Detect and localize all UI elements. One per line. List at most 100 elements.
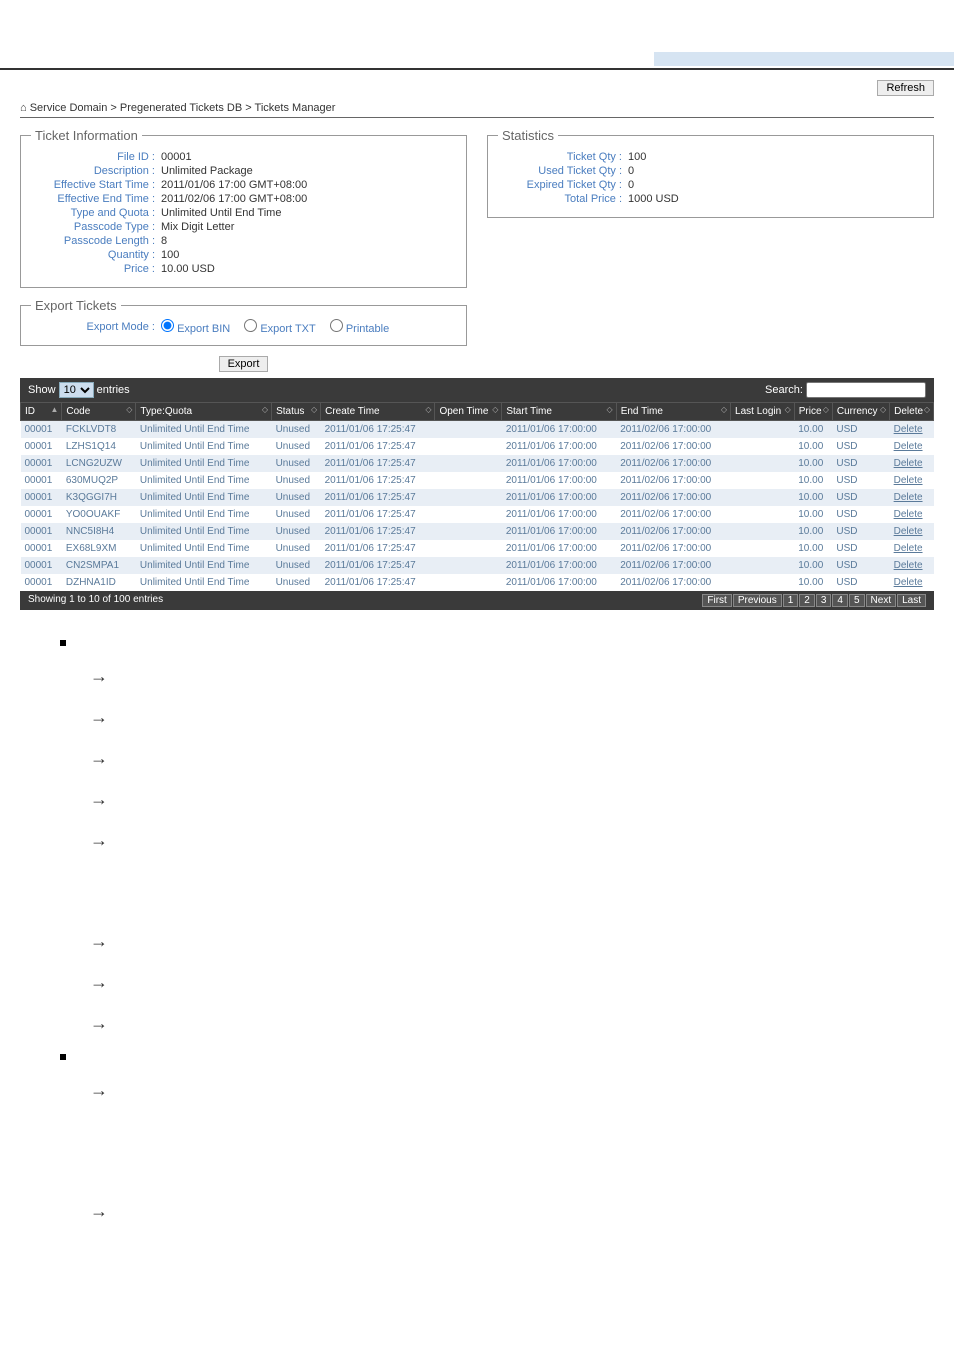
pager-button[interactable]: 5: [849, 594, 865, 607]
cell: Unlimited Until End Time: [136, 557, 272, 574]
cell: [435, 421, 502, 439]
arrow-icon: →: [90, 1201, 934, 1222]
delete-link[interactable]: Delete: [890, 557, 934, 574]
cell: 10.00: [794, 421, 832, 439]
export-printable-option[interactable]: Printable: [330, 319, 389, 335]
cell: CN2SMPA1: [62, 557, 136, 574]
cell: 10.00: [794, 489, 832, 506]
info-value: 10.00 USD: [161, 263, 215, 275]
cell: [435, 438, 502, 455]
info-value: 2011/01/06 17:00 GMT+08:00: [161, 179, 307, 191]
cell: Unlimited Until End Time: [136, 540, 272, 557]
col-header[interactable]: Start Time◇: [502, 403, 616, 421]
arrow-icon: →: [90, 931, 934, 952]
search-input[interactable]: [806, 382, 926, 398]
info-label: Description :: [31, 165, 161, 177]
delete-link[interactable]: Delete: [890, 472, 934, 489]
arrow-icon: →: [90, 830, 934, 851]
ticket-info-legend: Ticket Information: [31, 128, 142, 143]
cell: USD: [832, 472, 889, 489]
col-header[interactable]: Status◇: [272, 403, 321, 421]
cell: 630MUQ2P: [62, 472, 136, 489]
delete-link[interactable]: Delete: [890, 421, 934, 439]
cell: Unlimited Until End Time: [136, 455, 272, 472]
breadcrumb-item: Tickets Manager: [255, 102, 336, 114]
cell: 2011/02/06 17:00:00: [616, 557, 730, 574]
square-bullet-icon: [60, 1054, 66, 1060]
pager-button[interactable]: 4: [832, 594, 848, 607]
pager-button[interactable]: First: [702, 594, 731, 607]
table-row: 00001DZHNA1IDUnlimited Until End TimeUnu…: [21, 574, 934, 591]
pager-button[interactable]: 3: [816, 594, 832, 607]
pager-button[interactable]: Previous: [733, 594, 782, 607]
cell: 00001: [21, 540, 62, 557]
cell: 2011/02/06 17:00:00: [616, 421, 730, 439]
cell: 2011/02/06 17:00:00: [616, 574, 730, 591]
cell: 10.00: [794, 438, 832, 455]
breadcrumb-item[interactable]: Pregenerated Tickets DB: [120, 102, 242, 114]
cell: [731, 489, 795, 506]
table-row: 00001EX68L9XMUnlimited Until End TimeUnu…: [21, 540, 934, 557]
export-button[interactable]: Export: [219, 356, 269, 372]
cell: 2011/01/06 17:00:00: [502, 506, 616, 523]
info-value: 2011/02/06 17:00 GMT+08:00: [161, 193, 307, 205]
cell: 2011/01/06 17:25:47: [321, 472, 435, 489]
col-header[interactable]: Currency◇: [832, 403, 889, 421]
col-header[interactable]: Delete◇: [890, 403, 934, 421]
cell: USD: [832, 557, 889, 574]
pager-button[interactable]: Last: [897, 594, 926, 607]
pager-button[interactable]: 2: [799, 594, 815, 607]
refresh-button[interactable]: Refresh: [877, 80, 934, 96]
cell: K3QGGI7H: [62, 489, 136, 506]
cell: [435, 455, 502, 472]
cell: USD: [832, 489, 889, 506]
table-row: 00001LZHS1Q14Unlimited Until End TimeUnu…: [21, 438, 934, 455]
col-header[interactable]: Code◇: [62, 403, 136, 421]
cell: 2011/01/06 17:25:47: [321, 557, 435, 574]
stat-label: Total Price :: [498, 193, 628, 205]
export-bin-option[interactable]: Export BIN: [161, 319, 230, 335]
pager-button[interactable]: Next: [866, 594, 897, 607]
delete-link[interactable]: Delete: [890, 574, 934, 591]
cell: 2011/01/06 17:00:00: [502, 540, 616, 557]
col-header[interactable]: Open Time◇: [435, 403, 502, 421]
cell: [435, 472, 502, 489]
arrow-icon: →: [90, 972, 934, 993]
stat-label: Used Ticket Qty :: [498, 165, 628, 177]
cell: [731, 421, 795, 439]
breadcrumb-item[interactable]: Service Domain: [30, 102, 108, 114]
export-txt-option[interactable]: Export TXT: [244, 319, 316, 335]
arrow-icon: →: [90, 666, 934, 687]
cell: 2011/02/06 17:00:00: [616, 489, 730, 506]
col-header[interactable]: Create Time◇: [321, 403, 435, 421]
info-value: 8: [161, 235, 167, 247]
pager-button[interactable]: 1: [783, 594, 799, 607]
cell: [731, 455, 795, 472]
delete-link[interactable]: Delete: [890, 506, 934, 523]
entries-select[interactable]: 10: [59, 382, 94, 398]
cell: 10.00: [794, 472, 832, 489]
delete-link[interactable]: Delete: [890, 523, 934, 540]
delete-link[interactable]: Delete: [890, 540, 934, 557]
col-header[interactable]: Last Login◇: [731, 403, 795, 421]
cell: 2011/01/06 17:00:00: [502, 421, 616, 439]
cell: 2011/02/06 17:00:00: [616, 540, 730, 557]
cell: Unused: [272, 523, 321, 540]
delete-link[interactable]: Delete: [890, 489, 934, 506]
info-label: Passcode Length :: [31, 235, 161, 247]
cell: 00001: [21, 574, 62, 591]
cell: [435, 506, 502, 523]
delete-link[interactable]: Delete: [890, 455, 934, 472]
home-icon[interactable]: ⌂: [20, 102, 27, 114]
col-header[interactable]: ID▲: [21, 403, 62, 421]
cell: Unused: [272, 574, 321, 591]
cell: Unused: [272, 472, 321, 489]
cell: USD: [832, 506, 889, 523]
col-header[interactable]: Type:Quota◇: [136, 403, 272, 421]
cell: [731, 540, 795, 557]
delete-link[interactable]: Delete: [890, 438, 934, 455]
cell: [435, 574, 502, 591]
cell: 10.00: [794, 455, 832, 472]
col-header[interactable]: End Time◇: [616, 403, 730, 421]
col-header[interactable]: Price◇: [794, 403, 832, 421]
